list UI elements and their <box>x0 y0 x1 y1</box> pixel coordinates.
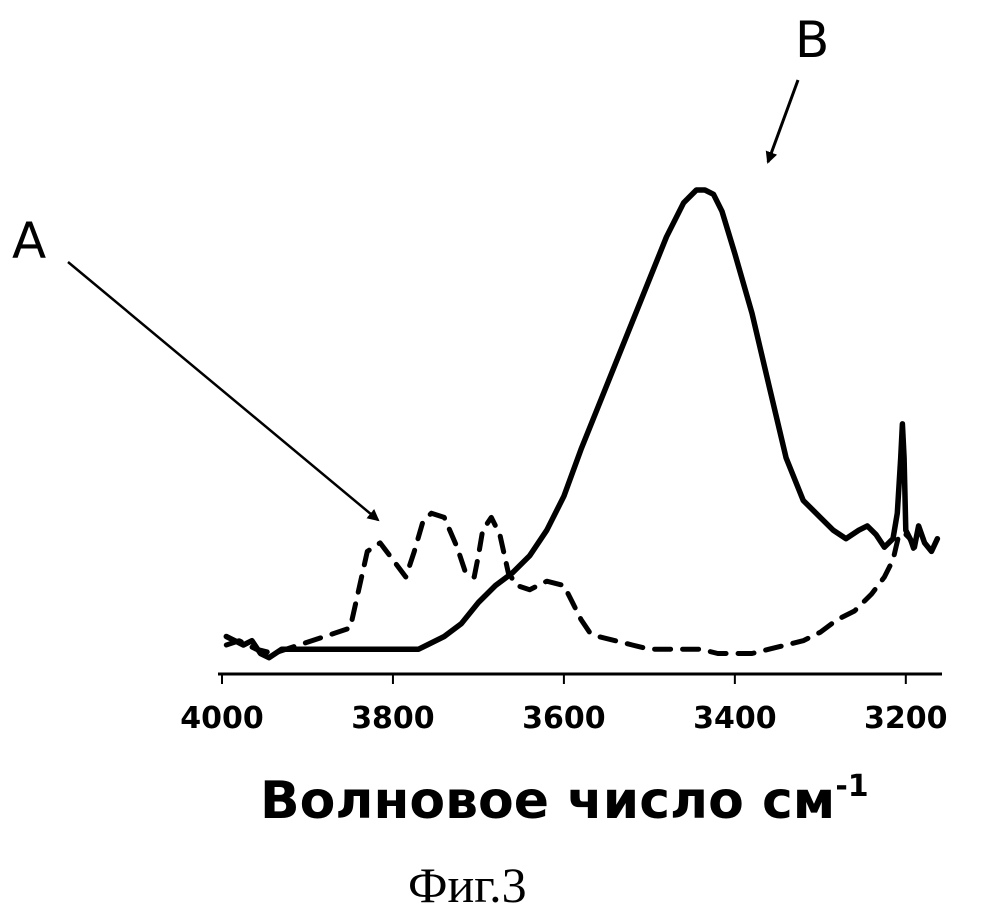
x-axis-label: Волновое число см-1 <box>260 769 869 831</box>
annotation-b-label: B <box>795 11 829 69</box>
arrow-a <box>67 261 380 522</box>
x-tick-label: 3600 <box>522 701 606 736</box>
x-axis-ticks: 4000 3800 3600 3400 3200 <box>180 674 948 736</box>
annotation-a-label: A <box>12 212 46 270</box>
series-a-dashed-line <box>223 510 922 656</box>
x-axis-label-text: Волновое число см <box>260 771 835 831</box>
x-tick-label: 3800 <box>351 701 435 736</box>
figure-caption: Фиг.3 <box>408 857 527 909</box>
x-tick-label: 3400 <box>693 701 777 736</box>
arrow-b <box>765 79 800 164</box>
series-b-solid-line <box>223 187 941 661</box>
x-axis-label-superscript: -1 <box>835 769 868 804</box>
x-tick-label: 4000 <box>180 701 264 736</box>
x-tick-label: 3200 <box>864 701 948 736</box>
plot-area <box>223 187 941 661</box>
